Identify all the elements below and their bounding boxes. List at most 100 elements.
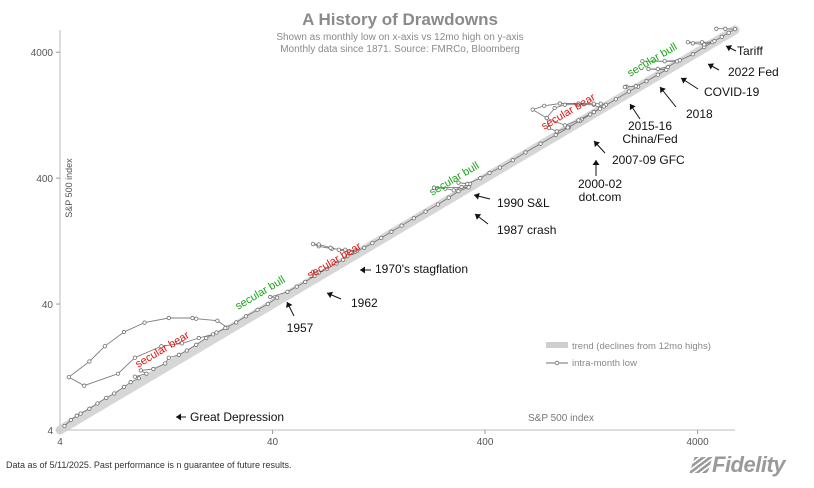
intra-month-low-point: [310, 269, 316, 275]
intra-month-low-point: [411, 216, 416, 221]
intra-month-low-point: [435, 202, 441, 207]
intra-month-low-point: [719, 34, 724, 39]
annotation-label-line: COVID-19: [704, 85, 760, 99]
annotation-arrow-head: [708, 63, 715, 70]
fidelity-logo: Fidelity: [689, 452, 786, 478]
annotation-label: Tariff: [737, 44, 763, 58]
intra-month-low-point: [285, 289, 290, 294]
annotation-label-line: Tariff: [737, 44, 763, 58]
intra-month-low-point: [626, 89, 631, 94]
annotation-arrow-head: [592, 160, 600, 165]
intra-month-low-point: [451, 188, 456, 193]
fidelity-logo-text: Fidelity: [712, 452, 786, 477]
intra-month-low-point: [644, 79, 649, 84]
intra-month-low-point: [132, 374, 137, 379]
annotation-label-line: 2022 Fed: [728, 65, 779, 79]
intra-month-low-point: [184, 348, 189, 353]
intra-month-low-point: [399, 223, 404, 228]
intra-month-low-point: [557, 101, 562, 106]
intra-month-low-point: [74, 413, 79, 418]
intra-month-low-point: [431, 185, 437, 190]
annotation-arrow-head: [176, 413, 181, 421]
intra-month-low-series: [62, 26, 738, 429]
x-tick-label: 4000: [686, 437, 709, 448]
intra-month-low-point: [95, 401, 100, 406]
intra-month-low-point: [591, 109, 596, 115]
intra-month-low-point: [443, 186, 448, 191]
intra-month-low-point: [598, 101, 603, 106]
intra-month-low-point: [665, 64, 670, 70]
intra-month-low-point: [662, 59, 667, 64]
intra-month-low-point: [497, 165, 503, 170]
annotation-label-line: 1987 crash: [497, 223, 556, 237]
event-annotations: Great Depression 1957 1962 1970's stagflati…: [176, 44, 779, 424]
intra-month-low-point: [655, 72, 660, 77]
annotation-label-line: Great Depression: [190, 410, 284, 424]
intra-month-low-point: [423, 209, 428, 214]
intra-month-low-point: [234, 320, 239, 325]
intra-month-low-point: [576, 118, 581, 123]
intra-month-low-point: [523, 150, 528, 155]
intra-month-low-point: [343, 247, 348, 252]
intra-month-low-point: [565, 125, 570, 130]
intra-month-low-point: [214, 330, 219, 335]
intra-month-low-point: [379, 235, 384, 241]
annotation-label: 2018: [686, 107, 713, 121]
intra-month-low-point: [723, 26, 728, 31]
chart-subtitle-line-1: Shown as monthly low on x-axis vs 12mo h…: [276, 32, 523, 43]
intra-month-low-point: [194, 342, 199, 347]
chart-title: A History of Drawdowns: [302, 10, 498, 29]
intra-month-low-point: [190, 315, 195, 321]
intra-month-low-point: [446, 195, 451, 200]
intra-month-low-point: [176, 352, 181, 357]
annotation-label: 2000-02 dot.com: [578, 177, 622, 204]
intra-month-low-point: [613, 97, 618, 102]
intra-month-low-point: [163, 361, 168, 366]
intra-month-low-point: [588, 112, 593, 117]
annotation-arrow-head: [594, 141, 600, 148]
intra-month-low-point: [702, 42, 707, 47]
annotation-label: 2007-09 GFC: [612, 153, 685, 167]
trend-band: [55, 25, 740, 435]
intra-month-low-point: [546, 125, 552, 131]
intra-month-low-point: [136, 376, 141, 381]
annotation-label: 1970's stagflation: [375, 262, 468, 276]
annotation-label: 1987 crash: [497, 223, 556, 237]
intra-month-low-point: [554, 129, 559, 134]
intra-month-low-point: [562, 102, 567, 107]
annotation-arrow-head: [327, 291, 333, 299]
intra-month-low-point: [121, 329, 127, 335]
intra-month-low-point: [223, 325, 228, 331]
intra-month-low-point: [268, 294, 273, 300]
intra-month-low-point: [104, 395, 109, 400]
annotation-label-line: 2007-09 GFC: [612, 153, 685, 167]
x-tick-label: 400: [477, 437, 494, 448]
x-axis-title: S&P 500 index: [528, 413, 594, 424]
intra-month-low-point: [601, 104, 607, 109]
legend-swatch-trend: [546, 342, 568, 348]
annotation-arrow-head: [474, 192, 480, 200]
y-tick-label: 400: [36, 174, 53, 185]
intra-month-low-point: [196, 335, 201, 341]
intra-month-low-point: [121, 384, 127, 389]
intra-month-low-point: [324, 266, 329, 272]
intra-month-low-point: [456, 189, 461, 194]
intra-month-low-point: [370, 240, 375, 246]
intra-month-low-point: [82, 383, 87, 388]
intra-month-low-point: [310, 241, 316, 247]
intra-month-low-point: [576, 101, 581, 106]
intra-month-low-point: [510, 158, 515, 163]
annotation-arrow-head: [660, 87, 666, 94]
intra-month-low-point: [690, 52, 695, 57]
annotation-label-line: 2000-02: [578, 177, 622, 191]
intra-month-low-point: [115, 371, 121, 376]
intra-month-low-point: [159, 344, 164, 349]
annotation-arrow-head: [726, 45, 733, 52]
intra-month-low-point: [255, 307, 260, 312]
intra-month-low-point: [677, 58, 682, 63]
intra-month-low-point: [68, 417, 73, 423]
annotation-arrow-head: [681, 77, 688, 84]
intra-month-low-point: [87, 359, 92, 364]
annotation-label: 1962: [351, 296, 378, 310]
intra-month-low-point: [210, 332, 216, 337]
